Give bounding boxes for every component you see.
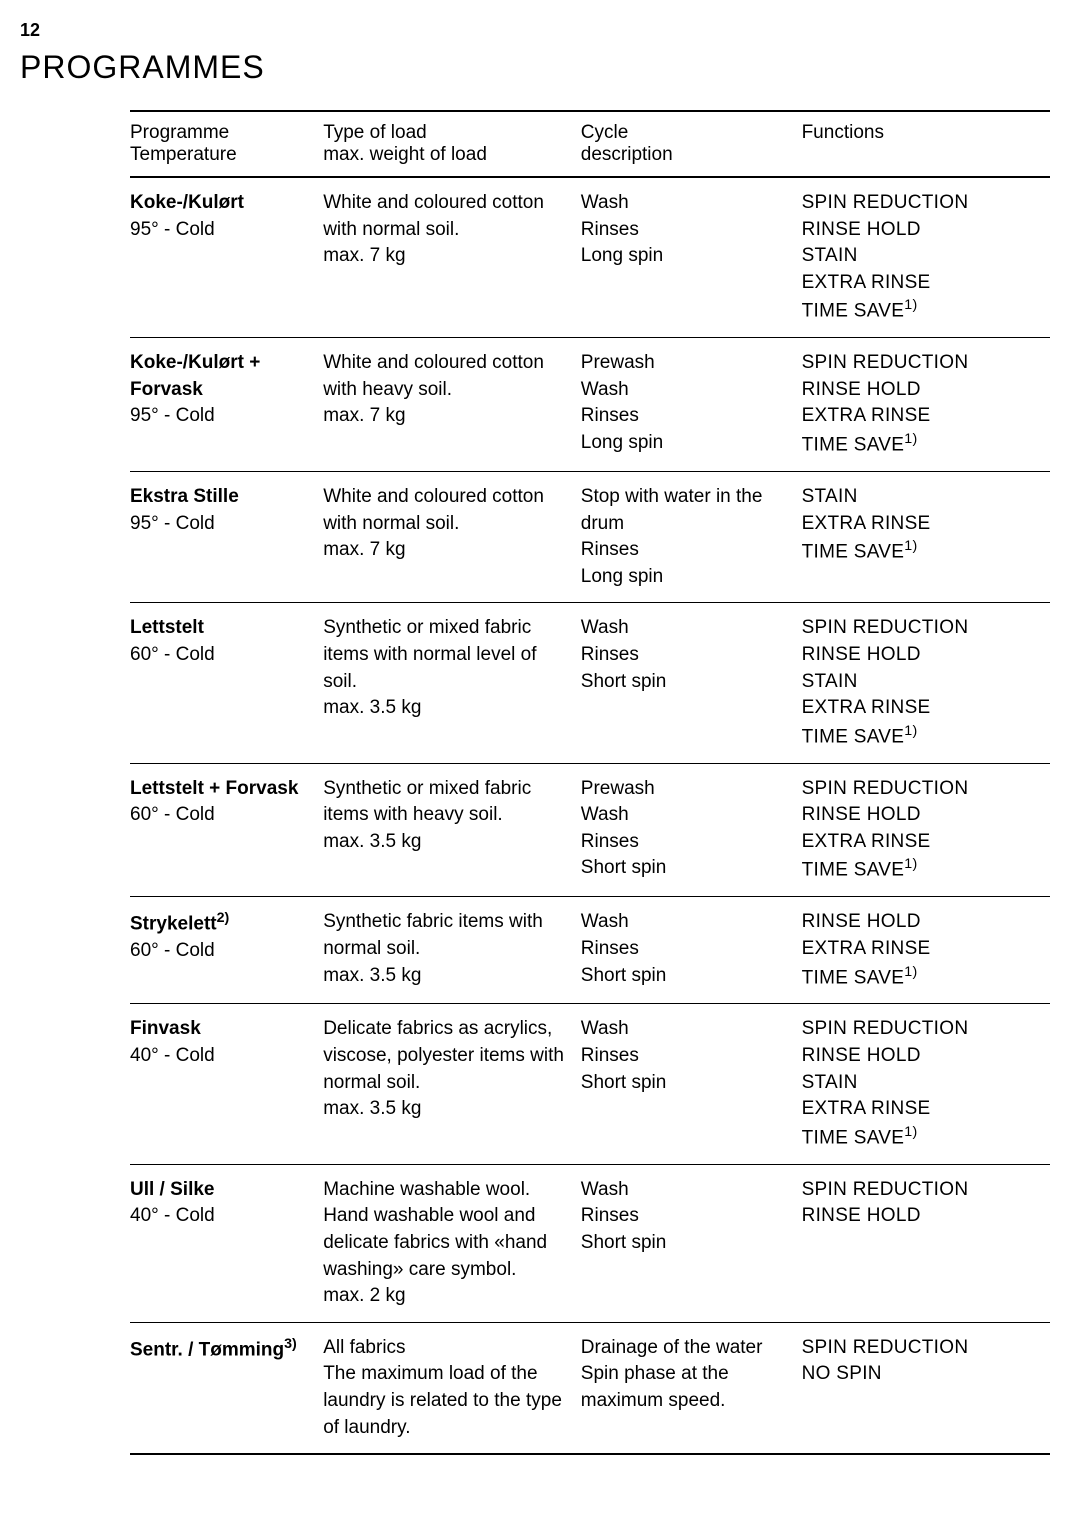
cycle-cell: WashRinsesShort spin — [581, 1164, 802, 1322]
functions-sup: 1) — [904, 856, 917, 872]
programme-temp: 60° - Cold — [130, 940, 215, 961]
table-row: Lettstelt + Forvask 60° - Cold Synthetic o… — [130, 763, 1050, 897]
table-row: Finvask 40° - Cold Delicate fabrics as acr… — [130, 1004, 1050, 1164]
programme-name: Koke-/Kulørt + Forvask — [130, 352, 260, 400]
programme-name-sup: 2) — [217, 910, 230, 926]
programme-temp: 40° - Cold — [130, 1205, 215, 1226]
programme-cell: Lettstelt + Forvask 60° - Cold — [130, 763, 323, 897]
cycle-cell: PrewashWashRinsesLong spin — [581, 338, 802, 472]
type-cell: Synthetic or mixed fabric items with nor… — [323, 603, 581, 763]
type-cell: Delicate fabrics as acrylics, viscose, p… — [323, 1004, 581, 1164]
page-title: PROGRAMMES — [20, 49, 940, 86]
programme-name: Lettstelt — [130, 617, 204, 638]
functions-cell: RINSE HOLDEXTRA RINSETIME SAVE1) — [802, 897, 1050, 1004]
table-row: Koke-/Kulørt + Forvask 95° - Cold White an… — [130, 338, 1050, 472]
table-row: Strykelett2)60° - ColdSynthetic fabric i… — [130, 897, 1050, 1004]
header-cycle: Cycle description — [581, 111, 802, 177]
functions-cell: SPIN REDUCTIONRINSE HOLDSTAINEXTRA RINSE… — [802, 603, 1050, 763]
table-header-row: Programme Temperature Type of load max. … — [130, 111, 1050, 177]
cycle-cell: WashRinsesLong spin — [581, 177, 802, 338]
table-row: Ull / Silke 40° - Cold Machine washable wo… — [130, 1164, 1050, 1322]
header-type-line2: max. weight of load — [323, 144, 573, 166]
table-row: Lettstelt 60° - Cold Synthetic or mixed fa… — [130, 603, 1050, 763]
type-cell: White and coloured cotton with normal so… — [323, 177, 581, 338]
programme-temp: 60° - Cold — [130, 804, 215, 825]
programme-name: Strykelett — [130, 914, 217, 935]
programme-cell: Koke-/Kulørt 95° - Cold — [130, 177, 323, 338]
functions-sup: 1) — [904, 723, 917, 739]
header-programme-line1: Programme — [130, 122, 315, 144]
programme-temp: 95° - Cold — [130, 219, 215, 240]
table-row: Ekstra Stille 95° - Cold White and coloure… — [130, 472, 1050, 603]
programme-name: Lettstelt + Forvask — [130, 778, 298, 799]
programme-name: Ekstra Stille — [130, 486, 239, 507]
functions-sup: 1) — [904, 297, 917, 313]
programmes-table: Programme Temperature Type of load max. … — [130, 110, 1050, 1455]
programme-name: Koke-/Kulørt — [130, 192, 244, 213]
programme-cell: Ekstra Stille 95° - Cold — [130, 472, 323, 603]
programme-temp: 95° - Cold — [130, 405, 215, 426]
type-cell: All fabricsThe maximum load of the laund… — [323, 1322, 581, 1454]
type-cell: Machine washable wool. Hand washable woo… — [323, 1164, 581, 1322]
programme-temp: 95° - Cold — [130, 513, 215, 534]
programme-cell: Koke-/Kulørt + Forvask 95° - Cold — [130, 338, 323, 472]
programme-cell: Sentr. / Tømming3) — [130, 1322, 323, 1454]
functions-sup: 1) — [904, 431, 917, 447]
programme-cell: Finvask 40° - Cold — [130, 1004, 323, 1164]
cycle-cell: WashRinsesShort spin — [581, 603, 802, 763]
cycle-cell: Drainage of the waterSpin phase at the m… — [581, 1322, 802, 1454]
cycle-cell: Stop with water in the drumRinsesLong sp… — [581, 472, 802, 603]
programme-cell: Ull / Silke 40° - Cold — [130, 1164, 323, 1322]
programme-cell: Lettstelt 60° - Cold — [130, 603, 323, 763]
header-cycle-line2: description — [581, 144, 794, 166]
programme-name: Finvask — [130, 1018, 201, 1039]
programme-name: Sentr. / Tømming — [130, 1339, 284, 1360]
header-functions-label: Functions — [802, 122, 1042, 144]
functions-cell: STAINEXTRA RINSETIME SAVE1) — [802, 472, 1050, 603]
functions-cell: SPIN REDUCTIONRINSE HOLDSTAINEXTRA RINSE… — [802, 177, 1050, 338]
functions-sup: 1) — [904, 1124, 917, 1140]
type-cell: Synthetic fabric items with normal soil.… — [323, 897, 581, 1004]
programme-temp: 40° - Cold — [130, 1045, 215, 1066]
header-cycle-line1: Cycle — [581, 122, 794, 144]
header-programme-line2: Temperature — [130, 144, 315, 166]
type-cell: Synthetic or mixed fabric items with hea… — [323, 763, 581, 897]
header-type-line1: Type of load — [323, 122, 573, 144]
functions-cell: SPIN REDUCTIONRINSE HOLDEXTRA RINSETIME … — [802, 338, 1050, 472]
cycle-cell: WashRinsesShort spin — [581, 897, 802, 1004]
programme-temp: 60° - Cold — [130, 644, 215, 665]
type-cell: White and coloured cotton with heavy soi… — [323, 338, 581, 472]
functions-sup: 1) — [904, 964, 917, 980]
header-functions: Functions — [802, 111, 1050, 177]
table-row: Sentr. / Tømming3)All fabricsThe maximum… — [130, 1322, 1050, 1454]
table-row: Koke-/Kulørt 95° - Cold White and coloured… — [130, 177, 1050, 338]
page-number: 12 — [20, 20, 940, 41]
functions-cell: SPIN REDUCTIONRINSE HOLD — [802, 1164, 1050, 1322]
cycle-cell: WashRinsesShort spin — [581, 1004, 802, 1164]
programme-name: Ull / Silke — [130, 1179, 214, 1200]
type-cell: White and coloured cotton with normal so… — [323, 472, 581, 603]
header-programme: Programme Temperature — [130, 111, 323, 177]
functions-cell: SPIN REDUCTIONRINSE HOLDSTAINEXTRA RINSE… — [802, 1004, 1050, 1164]
header-type: Type of load max. weight of load — [323, 111, 581, 177]
functions-cell: SPIN REDUCTIONRINSE HOLDEXTRA RINSETIME … — [802, 763, 1050, 897]
functions-cell: SPIN REDUCTIONNO SPIN — [802, 1322, 1050, 1454]
programme-cell: Strykelett2)60° - Cold — [130, 897, 323, 1004]
cycle-cell: PrewashWashRinsesShort spin — [581, 763, 802, 897]
functions-sup: 1) — [904, 538, 917, 554]
programme-name-sup: 3) — [284, 1336, 297, 1352]
